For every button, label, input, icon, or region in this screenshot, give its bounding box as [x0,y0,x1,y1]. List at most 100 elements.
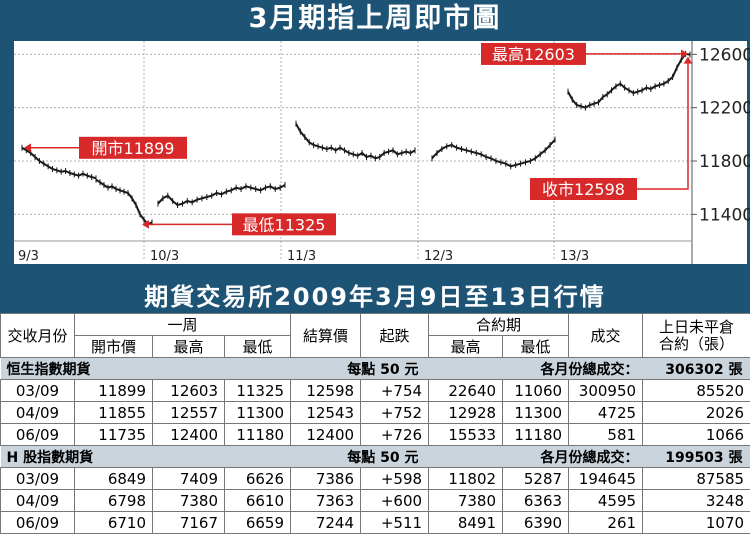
cell-delivery-month: 06/09 [0,423,75,446]
cell-week-low: 11300 [223,401,292,424]
section-name: H 股指數期貨 [0,445,291,468]
cell-open-price: 6798 [74,489,153,512]
high-label: 最高12603 [492,45,575,64]
cell-delivery-month: 04/09 [0,489,75,512]
section-header-row: H 股指數期貨 每點 50 元各月份總成交： 199503 張 [0,445,750,468]
cell-week-high: 7380 [152,489,225,512]
cell-volume: 4725 [568,401,644,424]
y-tick-label: 12600 [699,45,750,65]
header-contract-period: 合約期 [428,313,570,336]
x-tick-label: 11/3 [287,249,316,264]
table-row: 06/09 11735 12400 11180 12400 +726 15533 11180 5… [0,423,750,446]
table-row: 04/09 11855 12557 11300 12543 +752 12928 11300 4… [0,401,750,424]
header-week-high: 最高 [152,335,225,358]
cell-open-interest: 1066 [642,423,750,446]
cell-volume: 4595 [568,489,644,512]
x-tick-label: 9/3 [18,249,39,264]
cell-contract-high: 11802 [428,467,504,490]
series-line [431,139,556,168]
header-oi-line2: 合約（張） [659,334,735,353]
section-total-value: 306302 張 [642,357,750,380]
cell-change: +511 [360,511,430,534]
header-contract-low: 最低 [502,335,570,358]
close-arrow [637,63,689,190]
cell-change: +752 [360,401,430,424]
cell-volume: 194645 [568,467,644,490]
low-box [232,213,336,236]
day-separators [14,41,693,264]
header-volume: 成交 [568,313,644,358]
cell-contract-low: 5287 [502,467,570,490]
cell-contract-low: 11180 [502,423,570,446]
section-total-label: 各月份總成交： [428,357,643,380]
index-line-chart: 11400 11800 12200 12600 9/3 10/3 11/3 12/3 13/3… [14,41,750,264]
low-label: 最低11325 [243,215,326,234]
y-tick-label: 12200 [699,99,750,119]
x-axis-strip [14,241,692,264]
cell-open-interest: 87585 [642,467,750,490]
y-tick-label: 11800 [699,152,750,172]
cell-settlement: 12598 [290,379,362,402]
arrow-head [681,49,688,59]
section-total-label: 各月份總成交： [428,445,643,468]
cell-contract-high: 12928 [428,401,504,424]
series-line [21,146,97,180]
header-change: 起跌 [360,313,430,358]
cell-delivery-month: 06/09 [0,511,75,534]
x-tick-label: 13/3 [560,249,589,264]
x-tick-label: 12/3 [424,249,453,264]
cell-delivery-month: 03/09 [0,467,75,490]
section-header-row: 恒生指數期貨 每點 50 元各月份總成交： 306302 張 [0,357,750,380]
chart-title: 3月期指上周即市圖 [0,0,750,37]
cell-open-price: 6849 [74,467,153,490]
cell-contract-low: 11300 [502,401,570,424]
cell-open-price: 11899 [74,379,153,402]
cell-week-high: 12603 [152,379,225,402]
arrow-head [683,56,693,64]
table-row: 03/09 11899 12603 11325 12598 +754 22640 11060 3… [0,379,750,402]
cell-week-high: 12400 [152,423,225,446]
cell-volume: 300950 [568,379,644,402]
cell-contract-low: 11060 [502,379,570,402]
close-box [530,178,637,200]
y-axis-strip [692,41,747,264]
cell-open-price: 11855 [74,401,153,424]
section-name: 恒生指數期貨 [0,357,291,380]
cell-week-high: 7167 [152,511,225,534]
header-open-interest: 上日未平倉 合約（張） [642,313,750,358]
cell-volume: 581 [568,423,644,446]
cell-change: +726 [360,423,430,446]
cell-delivery-month: 03/09 [0,379,75,402]
open-label: 開市11899 [92,139,175,158]
y-tick-label: 11400 [699,205,750,225]
price-series [21,50,691,228]
futures-table: 交收月份 一周 結算價 起跌 合約期 成交 上日未平倉 合約（張） 開市價 最高… [0,313,750,534]
header-oi-line1: 上日未平倉 [659,317,735,336]
header-week-low: 最低 [223,335,292,358]
cell-settlement: 12400 [290,423,362,446]
header-delivery-month: 交收月份 [0,313,75,358]
cell-week-high: 12557 [152,401,225,424]
header-week: 一周 [73,313,292,336]
table-row: 04/09 6798 7380 6610 7363 +600 7380 6363 4595 324… [0,489,750,512]
cell-change: +600 [360,489,430,512]
cell-settlement: 12543 [290,401,362,424]
market-title: 期貨交易所2009年3月9日至13日行情 [0,281,750,313]
cell-week-low: 6626 [223,467,292,490]
cell-settlement: 7363 [290,489,362,512]
high-box [481,42,586,65]
header-contract-high: 最高 [428,335,504,358]
cell-week-low: 6610 [223,489,292,512]
cell-contract-high: 22640 [428,379,504,402]
cell-open-interest: 3248 [642,489,750,512]
section-per-point: 每點 50 元 [290,445,429,468]
table-row: 03/09 6849 7409 6626 7386 +598 11802 5287 194645… [0,467,750,490]
cell-contract-low: 6363 [502,489,570,512]
cell-change: +754 [360,379,430,402]
cell-contract-high: 7380 [428,489,504,512]
cell-contract-high: 15533 [428,423,504,446]
x-axis-ticks: 9/3 10/3 11/3 12/3 13/3 [18,249,589,264]
annotations: 開市11899 最低11325 最高12603 收市12598 [24,42,693,236]
arrow-head [142,219,149,229]
cell-delivery-month: 04/09 [0,401,75,424]
